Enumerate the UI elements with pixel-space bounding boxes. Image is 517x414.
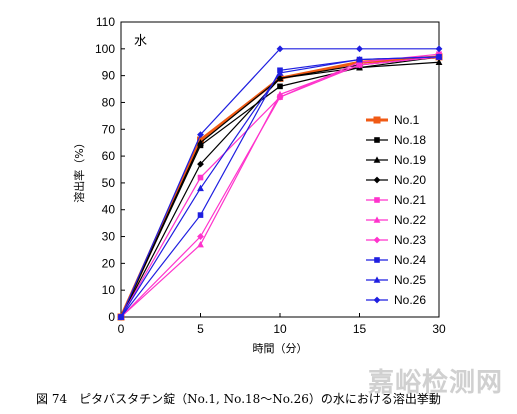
y-axis-label: 溶出率（%） xyxy=(72,137,86,202)
legend-swatch-marker xyxy=(374,137,380,143)
y-tick-label: 100 xyxy=(95,42,115,56)
watermark-text: 嘉峪检测网 xyxy=(368,368,504,398)
legend-item: No.24 xyxy=(366,253,426,267)
data-point xyxy=(276,74,284,82)
legend-swatch-marker xyxy=(374,197,380,203)
data-point xyxy=(197,139,204,146)
x-tick-label: 5 xyxy=(197,322,204,336)
legend-swatch-marker xyxy=(373,296,381,304)
legend-label: No.21 xyxy=(394,193,426,207)
x-tick-label: 10 xyxy=(273,322,287,336)
legend-label: No.22 xyxy=(394,213,426,227)
figure-caption: 図 74 ピタバスタチン錠（No.1, No.18～No.26）の水における溶出… xyxy=(36,392,441,406)
y-tick-label: 50 xyxy=(102,176,116,190)
panel-label: 水 xyxy=(134,34,147,49)
data-point xyxy=(356,55,363,63)
y-tick-label: 60 xyxy=(102,149,116,163)
legend-label: No.1 xyxy=(394,113,420,127)
y-tick-label: 80 xyxy=(102,95,116,109)
data-point xyxy=(356,61,363,69)
data-point xyxy=(197,160,204,168)
legend-label: No.24 xyxy=(394,253,426,267)
legend-label: No.20 xyxy=(394,173,426,187)
y-axis-ticks: 0 10 20 30 40 50 60 70 80 90 100 110 xyxy=(95,15,125,324)
x-tick-label: 0 xyxy=(118,322,125,336)
legend-item: No.23 xyxy=(366,233,426,247)
data-point xyxy=(276,93,284,101)
y-tick-label: 20 xyxy=(102,256,116,270)
data-point xyxy=(197,184,204,192)
data-point xyxy=(435,53,443,60)
data-point xyxy=(356,45,363,53)
legend-item: No.22 xyxy=(366,213,426,227)
legend-item: No.19 xyxy=(366,153,426,167)
y-tick-label: 0 xyxy=(108,310,115,324)
data-point xyxy=(197,212,204,218)
y-tick-label: 40 xyxy=(102,203,116,217)
legend-label: No.23 xyxy=(394,233,426,247)
legend-item: No.25 xyxy=(366,273,426,287)
legend-swatch-marker xyxy=(373,236,381,244)
data-point xyxy=(435,45,443,53)
data-point xyxy=(117,313,125,321)
data-point xyxy=(197,174,204,181)
data-point xyxy=(435,58,443,66)
y-tick-label: 110 xyxy=(96,15,115,29)
legend-item: No.18 xyxy=(366,133,426,147)
x-tick-label: 15 xyxy=(353,322,367,336)
x-tick-label: 30 xyxy=(432,322,446,336)
legend-swatch-marker xyxy=(373,276,381,283)
x-axis-label: 時間（分） xyxy=(253,342,308,355)
legend-swatch-marker xyxy=(373,156,381,163)
legend-label: No.18 xyxy=(394,133,426,147)
legend-swatch-marker xyxy=(373,116,381,124)
legend: No.1 No.18 No.19 No.20 No.21 No.22 No.23 No.24 N… xyxy=(366,113,426,307)
y-tick-label: 90 xyxy=(102,69,116,83)
data-point xyxy=(197,131,204,139)
data-point xyxy=(197,240,204,248)
legend-swatch-marker xyxy=(374,257,380,263)
data-point xyxy=(276,69,284,76)
data-point xyxy=(276,45,284,53)
series-layer xyxy=(117,45,443,321)
legend-label: No.19 xyxy=(394,153,426,167)
legend-item: No.21 xyxy=(366,193,426,207)
x-axis-ticks: 0 5 10 15 30 xyxy=(118,313,446,336)
y-tick-label: 70 xyxy=(102,122,116,136)
legend-item: No.26 xyxy=(366,293,426,307)
legend-item: No.1 xyxy=(366,113,420,127)
legend-swatch-marker xyxy=(373,176,381,184)
series-no26 xyxy=(117,45,443,321)
data-point xyxy=(277,83,283,90)
legend-item: No.20 xyxy=(366,173,426,187)
legend-swatch-marker xyxy=(373,216,381,223)
legend-label: No.25 xyxy=(394,273,426,287)
legend-label: No.26 xyxy=(394,293,426,307)
y-tick-label: 30 xyxy=(102,230,116,244)
y-tick-label: 10 xyxy=(102,283,116,297)
data-point xyxy=(197,233,204,240)
